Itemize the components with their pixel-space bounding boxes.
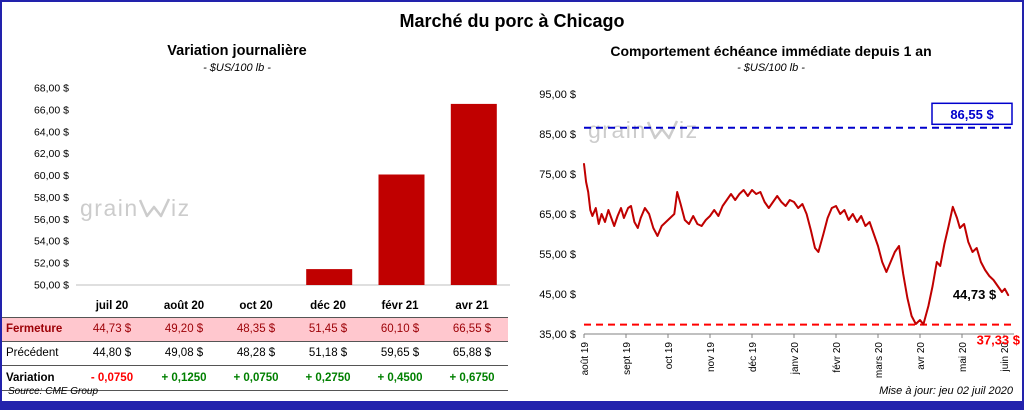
grainwiz-watermark: iz	[679, 117, 699, 143]
variation-cell: + 0,2750	[292, 366, 364, 391]
row-label: Fermeture	[2, 317, 76, 342]
bar-y-tick-label: 58,00 $	[34, 192, 69, 204]
line-x-tick-label: juin 20	[1000, 342, 1011, 373]
source-note: Source: CME Group	[8, 386, 99, 397]
table-cell: 44,80 $	[76, 342, 148, 366]
variation-cell: + 0,4500	[364, 366, 436, 391]
line-x-tick-label: mars 20	[874, 342, 885, 379]
line-x-tick-label: avr 20	[916, 342, 927, 370]
watermark-zigzag-icon	[646, 120, 679, 140]
line-x-tick-label: sept 19	[622, 342, 633, 375]
table-cell: 49,08 $	[148, 342, 220, 366]
high-ref-label-box	[931, 102, 1013, 126]
watermark-zigzag-icon	[138, 198, 171, 218]
table-cell: 51,45 $	[292, 317, 364, 342]
bar-y-tick-label: 62,00 $	[34, 148, 69, 160]
line-x-tick-label: janv 20	[790, 342, 801, 376]
table-cell: 59,65 $	[364, 342, 436, 366]
grainwiz-watermark: iz	[171, 195, 191, 221]
table-header: avr 21	[455, 300, 489, 312]
bottom-accent-bar	[2, 401, 1022, 408]
variation-cell: + 0,0750	[220, 366, 292, 391]
table-corner-cell	[2, 295, 76, 317]
table-cell: 65,88 $	[436, 342, 508, 366]
line-y-tick-label: 95,00 $	[539, 89, 576, 101]
variation-cell: - 0,0750	[76, 366, 148, 391]
line-x-tick-label: mai 20	[958, 342, 969, 372]
grainwiz-watermark: grain	[588, 117, 647, 143]
table-cell: 48,35 $	[220, 317, 292, 342]
bar-y-tick-label: 60,00 $	[34, 170, 69, 182]
high-ref-label: 86,55 $	[950, 107, 994, 122]
line-x-tick-label: déc 19	[748, 342, 759, 372]
bar-déc 20	[306, 269, 353, 285]
table-cell: 44,73 $	[76, 317, 148, 342]
variation-cell: + 0,1250	[148, 366, 220, 391]
line-y-tick-label: 35,00 $	[539, 329, 576, 341]
table-cell: 60,10 $	[364, 317, 436, 342]
line-chart-subtitle: - $US/100 lb -	[737, 62, 805, 74]
row-label: Variation	[2, 366, 76, 391]
table-header: déc 20	[310, 300, 346, 312]
table-cell: 48,28 $	[220, 342, 292, 366]
line-chart-title: Comportement échéance immédiate depuis 1…	[610, 43, 932, 59]
bar-chart-subtitle: - $US/100 lb -	[203, 62, 271, 74]
table-cell: 66,55 $	[436, 317, 508, 342]
line-y-tick-label: 65,00 $	[539, 209, 576, 221]
table-header: oct 20	[239, 300, 273, 312]
line-y-tick-label: 45,00 $	[539, 289, 576, 301]
bar-y-tick-label: 64,00 $	[34, 126, 69, 138]
price-table: juil 20 août 20 oct 20 déc 20 févr 21 av…	[2, 295, 508, 391]
bar-y-tick-label: 54,00 $	[34, 236, 69, 248]
grainwiz-watermark: grain	[80, 195, 139, 221]
bar-y-tick-label: 50,00 $	[34, 280, 69, 292]
daily-variation-bar-chart: 50,00 $ 52,00 $ 54,00 $ 56,00 $ 58,00 $ 60,00…	[34, 83, 510, 292]
line-x-tick-label: nov 19	[706, 342, 717, 372]
row-label: Précédent	[2, 342, 76, 366]
table-cell: 51,18 $	[292, 342, 364, 366]
bar-chart-title: Variation journalière	[167, 43, 307, 59]
line-x-tick-label: févr 20	[832, 342, 843, 373]
line-y-tick-label: 85,00 $	[539, 129, 576, 141]
table-cell: 49,20 $	[148, 317, 220, 342]
line-x-tick-label: août 19	[580, 342, 591, 376]
table-header: févr 21	[381, 300, 419, 312]
variation-cell: + 0,6750	[436, 366, 508, 391]
bar-févr 21	[378, 174, 425, 285]
table-header: août 20	[163, 300, 205, 312]
bar-y-tick-label: 56,00 $	[34, 214, 69, 226]
last-updated-note: Mise à jour: jeu 02 juil 2020	[879, 385, 1013, 397]
bar-y-tick-label: 52,00 $	[34, 258, 69, 270]
one-year-price-line-chart: 35,00 $ 45,00 $ 55,00 $ 65,00 $ 75,00 $ 85,00…	[539, 89, 1021, 379]
price-line	[583, 163, 1010, 326]
last-value-label: 44,73 $	[953, 287, 997, 302]
bar-y-tick-label: 68,00 $	[34, 83, 69, 95]
line-y-tick-label: 55,00 $	[539, 249, 576, 261]
low-ref-label: 37,33 $	[977, 333, 1021, 348]
page-title: Marché du porc à Chicago	[399, 11, 625, 31]
line-x-tick-label: oct 19	[664, 342, 675, 370]
bar-avr 21	[450, 103, 497, 286]
table-header: juil 20	[95, 300, 129, 312]
bar-y-tick-label: 66,00 $	[34, 104, 69, 116]
line-y-tick-label: 75,00 $	[539, 169, 576, 181]
